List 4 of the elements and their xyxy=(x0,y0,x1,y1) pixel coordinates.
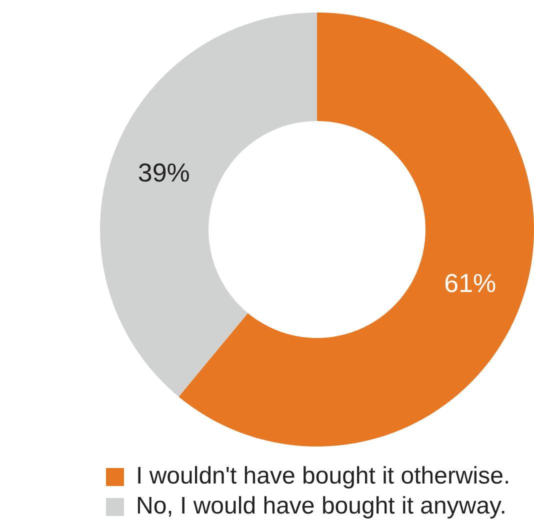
data-label: 61% xyxy=(444,268,496,298)
legend-label: I wouldn't have bought it otherwise. xyxy=(136,462,510,490)
legend-label: No, I would have bought it anyway. xyxy=(136,492,506,520)
data-label: 39% xyxy=(138,158,190,188)
